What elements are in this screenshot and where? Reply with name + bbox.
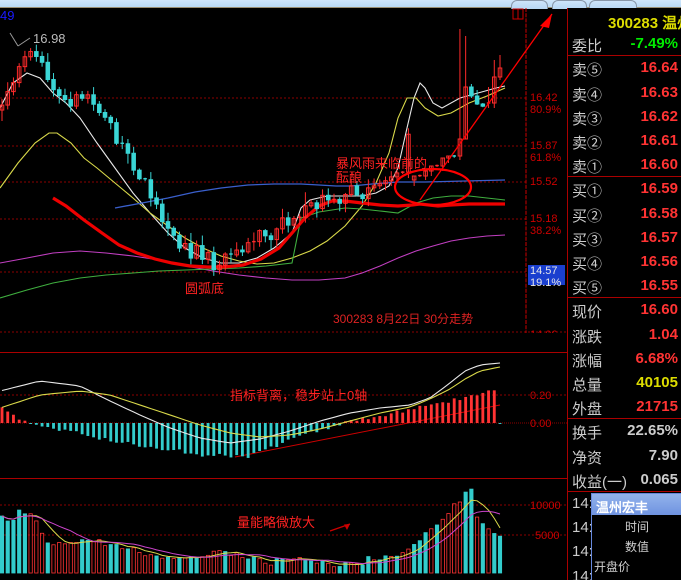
svg-text:15.87: 15.87 <box>530 140 558 152</box>
svg-text:80.9%: 80.9% <box>530 104 561 116</box>
svg-text:14.06: 14.06 <box>530 329 558 333</box>
svg-text:300283 8月22日 30分走势: 300283 8月22日 30分走势 <box>333 312 473 326</box>
svg-text:38.2%: 38.2% <box>530 225 561 237</box>
svg-text:量能略微放大: 量能略微放大 <box>237 515 315 530</box>
svg-text:15.52: 15.52 <box>530 176 558 188</box>
svg-text:15.18: 15.18 <box>530 213 558 225</box>
svg-text:16.42: 16.42 <box>530 92 558 104</box>
svg-text:19.1%: 19.1% <box>530 277 561 289</box>
svg-text:10000: 10000 <box>530 500 561 512</box>
svg-text:14.57: 14.57 <box>530 265 558 277</box>
svg-text:圆弧底: 圆弧底 <box>185 281 224 296</box>
svg-text:0.00: 0.00 <box>530 418 551 430</box>
svg-text:5000: 5000 <box>535 530 559 542</box>
svg-text:61.8%: 61.8% <box>530 152 561 164</box>
svg-text:16.98: 16.98 <box>33 31 66 46</box>
svg-text:暴风雨来临前的: 暴风雨来临前的 <box>336 156 427 171</box>
svg-text:指标背离，稳步站上0轴: 指标背离，稳步站上0轴 <box>230 388 367 403</box>
svg-text:酝酿: 酝酿 <box>336 170 362 185</box>
svg-text:0.20: 0.20 <box>530 390 551 402</box>
